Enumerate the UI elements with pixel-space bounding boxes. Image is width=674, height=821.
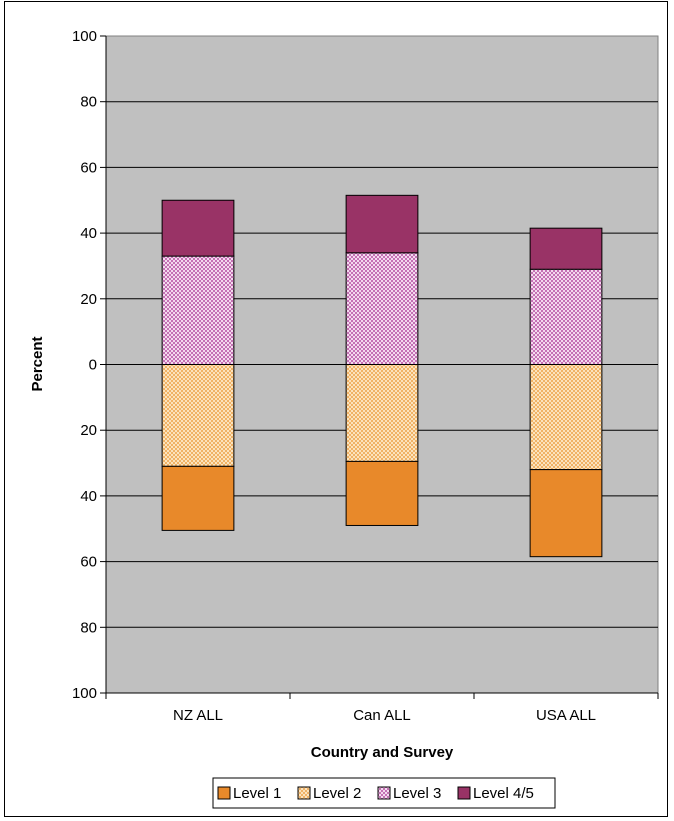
bar-segment-level-3 xyxy=(529,268,603,365)
y-tick-label: 100 xyxy=(72,685,97,702)
y-tick-label: 40 xyxy=(80,488,97,505)
legend-label: Level 4/5 xyxy=(473,785,534,802)
legend: Level 1 Level 2 Level 3 Level 4/5 xyxy=(212,777,556,809)
y-tick-label: 80 xyxy=(80,94,97,111)
legend-swatch xyxy=(457,786,471,800)
axes: 100 80 60 40 20 0 20 40 60 80 100 NZ ALL Can ALL USA … xyxy=(72,28,659,724)
bar-segment-level-3 xyxy=(161,255,235,365)
bar-segment-level-1 xyxy=(161,465,235,531)
y-tick-label: 20 xyxy=(80,422,97,439)
y-tick-label: 60 xyxy=(80,554,97,571)
legend-swatch xyxy=(297,786,311,800)
bar-segment-level-2 xyxy=(529,364,603,471)
bars xyxy=(161,194,603,558)
x-tick-label: NZ ALL xyxy=(173,707,223,724)
x-tick-label: Can ALL xyxy=(353,707,411,724)
y-tick-label: 0 xyxy=(89,357,97,374)
x-tick-label: USA ALL xyxy=(536,707,596,724)
stacked-bar-chart: 100 80 60 40 20 0 20 40 60 80 100 NZ ALL Can ALL USA … xyxy=(29,28,659,809)
y-tick-label: 20 xyxy=(80,291,97,308)
y-tick-label: 60 xyxy=(80,159,97,176)
bar-segment-level-4-5 xyxy=(161,199,235,257)
y-axis-title: Percent xyxy=(29,336,46,391)
bar-segment-level-3 xyxy=(345,252,419,365)
bar-segment-level-1 xyxy=(529,469,603,558)
bar-segment-level-4-5 xyxy=(529,227,603,270)
y-tick-label: 80 xyxy=(80,619,97,636)
bar-segment-level-2 xyxy=(345,364,419,462)
legend-label: Level 3 xyxy=(393,785,441,802)
bar-segment-level-2 xyxy=(161,364,235,467)
legend-label: Level 2 xyxy=(313,785,361,802)
bar-segment-level-1 xyxy=(345,460,419,526)
x-axis-title: Country and Survey xyxy=(311,744,454,761)
legend-label: Level 1 xyxy=(233,785,281,802)
legend-swatch xyxy=(377,786,391,800)
legend-swatch xyxy=(217,786,231,800)
y-tick-label: 100 xyxy=(72,28,97,45)
y-tick-label: 40 xyxy=(80,225,97,242)
bar-segment-level-4-5 xyxy=(345,194,419,254)
chart-frame: 100 80 60 40 20 0 20 40 60 80 100 NZ ALL Can ALL USA … xyxy=(4,1,668,817)
